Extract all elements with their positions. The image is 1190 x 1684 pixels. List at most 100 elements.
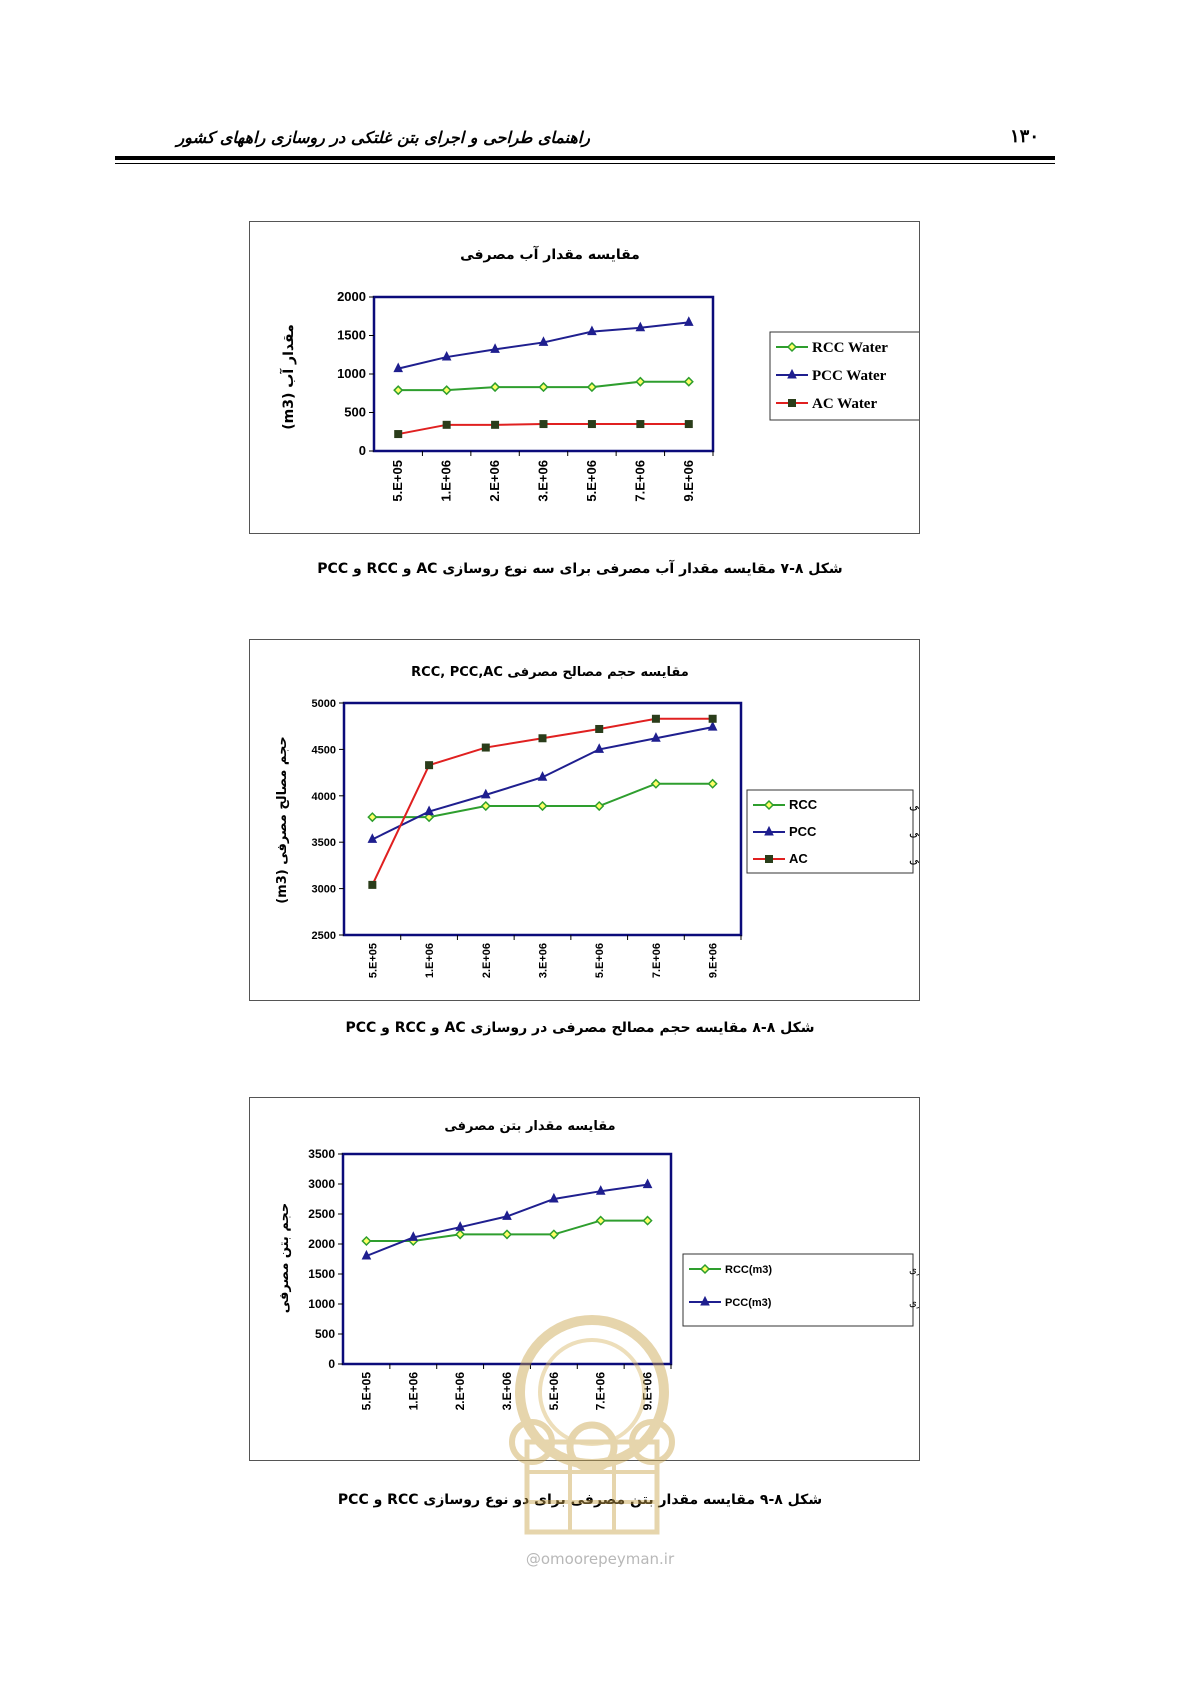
x-tick-label: 2.E+06 — [453, 1372, 467, 1411]
data-point — [490, 343, 500, 353]
legend-label-suffix: مصالح مصرفی — [909, 798, 919, 813]
figure-caption-water: شکل ۸-۷ مقایسه مقدار آب مصرفی برای سه نو… — [317, 561, 843, 577]
y-tick-label: 2000 — [337, 289, 366, 304]
data-point — [393, 362, 404, 373]
x-tick-label: 5.E+06 — [584, 460, 599, 502]
x-tick-label: 2.E+06 — [487, 460, 502, 502]
y-tick-label: 0 — [359, 443, 366, 458]
data-point — [441, 350, 452, 361]
aggregate-volume-chart: مقایسه حجم مصالح مصرفی RCC, PCC,AC 2500 30… — [275, 665, 919, 978]
data-point — [539, 420, 548, 429]
legend-marker — [765, 855, 773, 863]
data-point — [368, 880, 377, 889]
data-point — [367, 833, 378, 843]
y-tick-label: 4000 — [312, 791, 336, 803]
header-rule-thin — [115, 163, 1055, 164]
data-point — [394, 430, 403, 439]
y-axis-label: حجم بتن مصرفی — [277, 1203, 292, 1313]
data-point — [683, 376, 694, 387]
y-tick-label: 2000 — [308, 1237, 335, 1251]
chart-title: مقایسه مقدار آب مصرفی — [460, 245, 640, 263]
legend-label: PCC — [789, 824, 817, 839]
data-point — [367, 812, 378, 823]
data-point — [684, 420, 693, 429]
legend-marker — [699, 1263, 711, 1275]
data-point — [455, 1221, 465, 1231]
running-header-title: راهنمای طراحی و اجرای بتن غلتکی در روساز… — [176, 128, 590, 147]
legend-label: RCC Water — [812, 340, 888, 356]
data-point — [587, 420, 596, 429]
data-point — [595, 1185, 606, 1195]
x-tick-label: 2.E+06 — [481, 943, 493, 978]
watermark-website: @omoorepeyman.ir — [525, 1550, 675, 1568]
watermark-seal-logo — [509, 1315, 675, 1535]
figure-water-chart: مقایسه مقدار آب مصرفی 0 500 1000 1500 2000 5.E… — [249, 221, 920, 534]
data-point — [636, 420, 645, 429]
legend-label: PCC Water — [812, 368, 887, 384]
legend-label: RCC(m3) — [725, 1264, 772, 1276]
data-point — [480, 800, 491, 812]
figure-aggregate-chart: مقایسه حجم مصالح مصرفی RCC, PCC,AC 2500 30… — [249, 639, 920, 1001]
y-tick-label: 0 — [328, 1357, 335, 1371]
data-point — [708, 714, 717, 723]
data-point — [683, 316, 694, 326]
x-tick-label: 9.E+06 — [681, 460, 696, 502]
x-tick-label: 5.E+05 — [367, 943, 379, 978]
data-point — [455, 1229, 466, 1240]
data-point — [480, 788, 491, 799]
x-tick-label: 7.E+06 — [651, 943, 663, 978]
x-tick-label: 7.E+06 — [632, 460, 647, 502]
y-axis-label: حجم مصالح مصرفی (m3) — [275, 736, 290, 904]
data-point — [408, 1231, 419, 1241]
legend-marker — [787, 368, 797, 379]
legend-marker — [700, 1295, 710, 1306]
figure-caption-concrete: شکل ۸-۹ مقایسه مقدار بتن مصرفی برای دو ن… — [337, 1492, 823, 1508]
y-tick-label: 3500 — [312, 837, 336, 849]
data-point — [635, 321, 646, 332]
x-tick-label: 5.E+05 — [390, 460, 405, 502]
x-tick-label: 5.E+06 — [547, 1372, 561, 1411]
legend-marker — [786, 341, 798, 353]
y-axis-label: مقدار آب (m3) — [279, 324, 297, 429]
legend-label-suffix: مصالح مصرفی — [909, 825, 919, 840]
data-point — [587, 325, 597, 336]
data-point — [425, 761, 434, 770]
x-tick-label: 1.E+06 — [439, 460, 454, 502]
x-tick-label: 5.E+05 — [359, 1372, 373, 1411]
data-point — [502, 1210, 512, 1220]
x-tick-label: 9.E+06 — [641, 1372, 655, 1411]
x-tick-label: 5.E+06 — [594, 943, 606, 978]
data-point — [424, 805, 434, 816]
figure-concrete-chart: مقایسه مقدار بتن مصرفی 0 500 1000 1500 2000 25… — [249, 1097, 920, 1461]
legend-label: RCC — [789, 797, 818, 812]
legend-label-suffix: مقدار بتن مصرفی روسازی — [909, 1265, 919, 1276]
y-tick-label: 5000 — [312, 698, 336, 710]
legend-marker — [788, 399, 796, 407]
x-tick-label: 3.E+06 — [536, 460, 551, 502]
data-point — [441, 385, 452, 396]
chart-title: مقایسه مقدار بتن مصرفی — [444, 1119, 615, 1134]
data-point — [707, 721, 718, 731]
y-tick-label: 3000 — [312, 884, 336, 896]
data-point — [635, 376, 646, 387]
data-point — [594, 800, 605, 812]
data-point — [491, 420, 500, 429]
x-tick-label: 7.E+06 — [594, 1372, 608, 1411]
data-point — [549, 1192, 559, 1203]
data-point — [361, 1249, 372, 1260]
y-tick-label: 4500 — [312, 744, 336, 756]
data-point — [393, 385, 404, 396]
data-point — [537, 771, 548, 781]
y-tick-label: 1500 — [308, 1267, 335, 1281]
data-point — [586, 382, 597, 393]
data-point — [490, 382, 501, 393]
data-point — [442, 420, 451, 429]
page-number: ۱۳۰ — [1010, 126, 1040, 147]
chart-title: مقایسه حجم مصالح مصرفی RCC, PCC,AC — [411, 665, 689, 680]
data-point — [538, 734, 547, 743]
x-tick-label: 1.E+06 — [406, 1372, 420, 1411]
data-point — [481, 743, 490, 752]
legend-label-suffix: مقدار بتن مصرفی روسازی — [909, 1298, 919, 1309]
data-point — [361, 1235, 372, 1247]
figure-caption-aggregate: شکل ۸-۸ مقایسه حجم مصالح مصرفی در روسازی… — [345, 1020, 815, 1036]
